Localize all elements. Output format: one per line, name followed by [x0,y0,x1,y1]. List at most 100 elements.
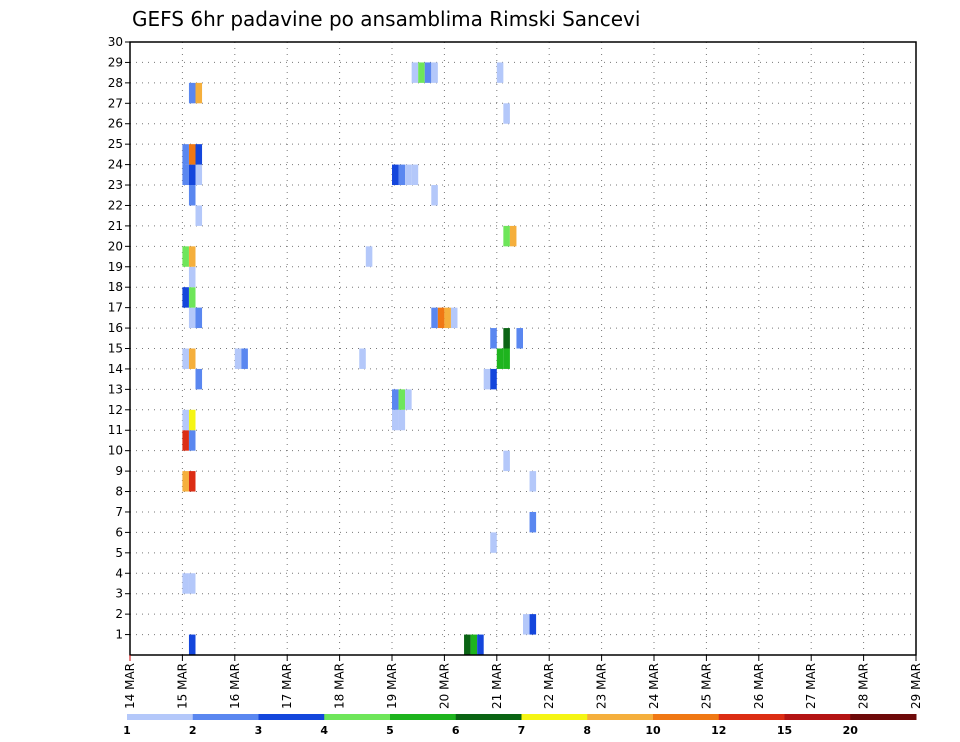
heatmap-cell [523,614,530,635]
x-tick-label: 20 MAR [437,663,451,709]
legend-label: 10 [645,724,661,737]
heatmap-cell [188,185,196,206]
legend-label: 12 [711,724,726,737]
heatmap-cell [392,389,399,410]
y-tick-label: 21 [108,219,123,233]
legend-swatch [390,714,457,720]
heatmap-cell [431,62,438,83]
heatmap-cell [424,62,432,83]
heatmap-cell [188,348,196,369]
heatmap-cell [477,634,484,655]
heatmap-cell [405,164,412,186]
heatmap-cell [490,368,497,390]
heatmap-cell [182,409,189,431]
heatmap-cell [188,409,196,431]
legend-label: 4 [320,724,328,737]
grid-lines [129,41,917,655]
x-tick-label: 16 MAR [228,663,242,709]
x-tick-label: 22 MAR [542,663,556,709]
heatmap-cell [182,471,189,492]
heatmap-cell [464,634,471,655]
heatmap-cell [188,430,196,451]
heatmap-cell [503,225,510,247]
legend-label: 7 [518,724,526,737]
heatmap-cell [411,164,419,186]
y-tick-label: 27 [108,96,123,110]
legend-swatch [127,714,194,720]
heatmap-cell [188,287,196,308]
heatmap-cell [392,164,399,186]
legend-swatch [258,714,325,720]
y-tick-label: 4 [115,566,123,580]
legend-swatch [784,714,851,720]
heatmap-cell [241,348,248,369]
y-tick-label: 3 [115,587,123,601]
heatmap-cell [470,634,478,655]
heatmap-cell [496,62,504,83]
y-tick-label: 8 [115,485,123,499]
heatmap-cell [234,348,242,369]
heatmap-cell [195,307,203,329]
y-tick-label: 22 [108,198,123,212]
legend-swatch [324,714,391,720]
heatmap-cell [195,205,203,226]
y-tick-label: 12 [108,403,123,417]
legend-label: 5 [386,724,394,737]
x-tick-label: 28 MAR [857,663,871,709]
heatmap-cell [411,62,419,83]
heatmap-cell [188,573,196,594]
x-tick-label: 21 MAR [490,663,504,709]
legend-swatch [850,714,917,720]
heatmap-cell [529,511,537,533]
legend-label: 8 [583,724,591,737]
legend-label: 6 [452,724,460,737]
x-tick-label: 29 MAR [909,663,923,709]
heatmap-cell [365,246,373,267]
heatmap-cell [503,450,510,472]
y-axis: 1234567891011121314151617181920212223242… [108,35,130,642]
heatmap-cell [490,532,497,553]
x-tick-label: 14 MAR [123,663,137,709]
y-tick-label: 24 [108,158,123,172]
heatmap-cell [398,164,406,186]
y-tick-label: 7 [115,505,123,519]
legend-label: 1 [123,724,131,737]
legend-swatch [718,714,785,720]
heatmap-cell [418,62,425,83]
heatmap-cell [450,307,458,329]
heatmap-cell [182,573,189,594]
x-tick-label: 24 MAR [647,663,661,709]
heatmap-cell [392,409,399,431]
heatmap-cell [529,471,537,492]
legend-swatch [521,714,588,720]
y-tick-label: 17 [108,301,123,315]
y-tick-label: 26 [108,117,123,131]
heatmap-cell [188,471,196,492]
heatmap-cell [496,348,504,369]
x-tick-label: 17 MAR [280,663,294,709]
heatmap-cell [195,164,203,186]
y-tick-label: 23 [108,178,123,192]
heatmap-cell [509,225,517,247]
heatmap-cell [431,307,438,329]
heatmap-cell [398,389,406,410]
heatmap-cell [195,144,203,165]
y-tick-label: 28 [108,76,123,90]
heatmap-cell [182,246,189,267]
legend-label: 20 [843,724,859,737]
y-tick-label: 16 [108,321,123,335]
legend-swatch [192,714,259,720]
legend-label: 2 [189,724,197,737]
y-tick-label: 13 [108,382,123,396]
y-tick-label: 15 [108,342,123,356]
heatmap-cell [182,287,189,308]
x-tick-label: 18 MAR [333,663,347,709]
legend-swatch [587,714,654,720]
y-tick-label: 11 [108,423,123,437]
heatmap-cell [182,164,189,186]
y-tick-label: 5 [115,546,123,560]
heatmap-cell [182,348,189,369]
heatmap-cell [188,266,196,288]
heatmap-cell [529,614,537,635]
y-tick-label: 14 [108,362,123,376]
